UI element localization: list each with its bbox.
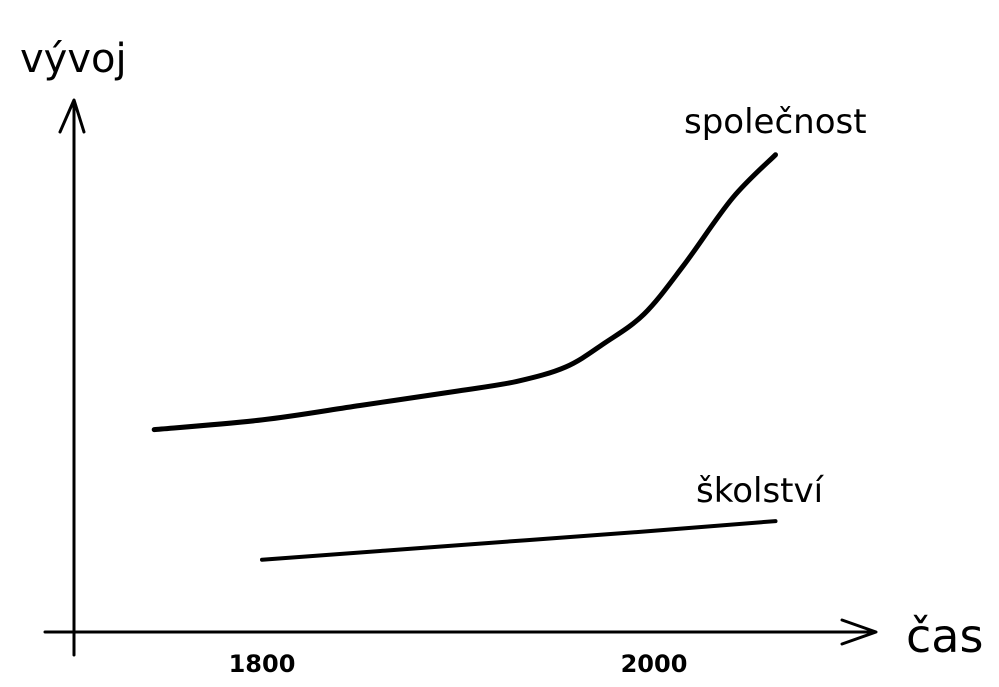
series-line-skolstvi	[260, 519, 778, 562]
y-axis-arrow	[58, 98, 86, 134]
x-axis-arrow	[840, 618, 878, 646]
series-label-spolecnost: společnost	[684, 102, 867, 142]
series-line-spolecnost	[151, 152, 778, 433]
x-axis-label: čas	[906, 609, 983, 663]
x-tick-label-1800: 1800	[229, 650, 296, 678]
x-tick-label-2000: 2000	[621, 650, 688, 678]
series-label-skolstvi: školství	[696, 471, 825, 511]
y-axis-label: vývoj	[20, 36, 127, 82]
